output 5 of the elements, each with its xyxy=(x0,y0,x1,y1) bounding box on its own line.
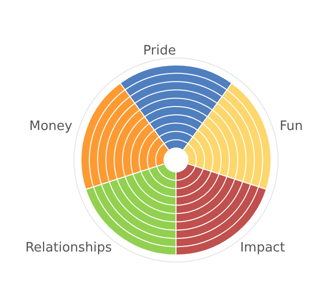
slice-label: Money xyxy=(29,118,73,134)
slice-label: Fun xyxy=(280,118,303,134)
slice-label: Pride xyxy=(143,44,176,58)
slice-label: Relationships xyxy=(25,240,112,256)
slice-label: Impact xyxy=(240,240,286,256)
